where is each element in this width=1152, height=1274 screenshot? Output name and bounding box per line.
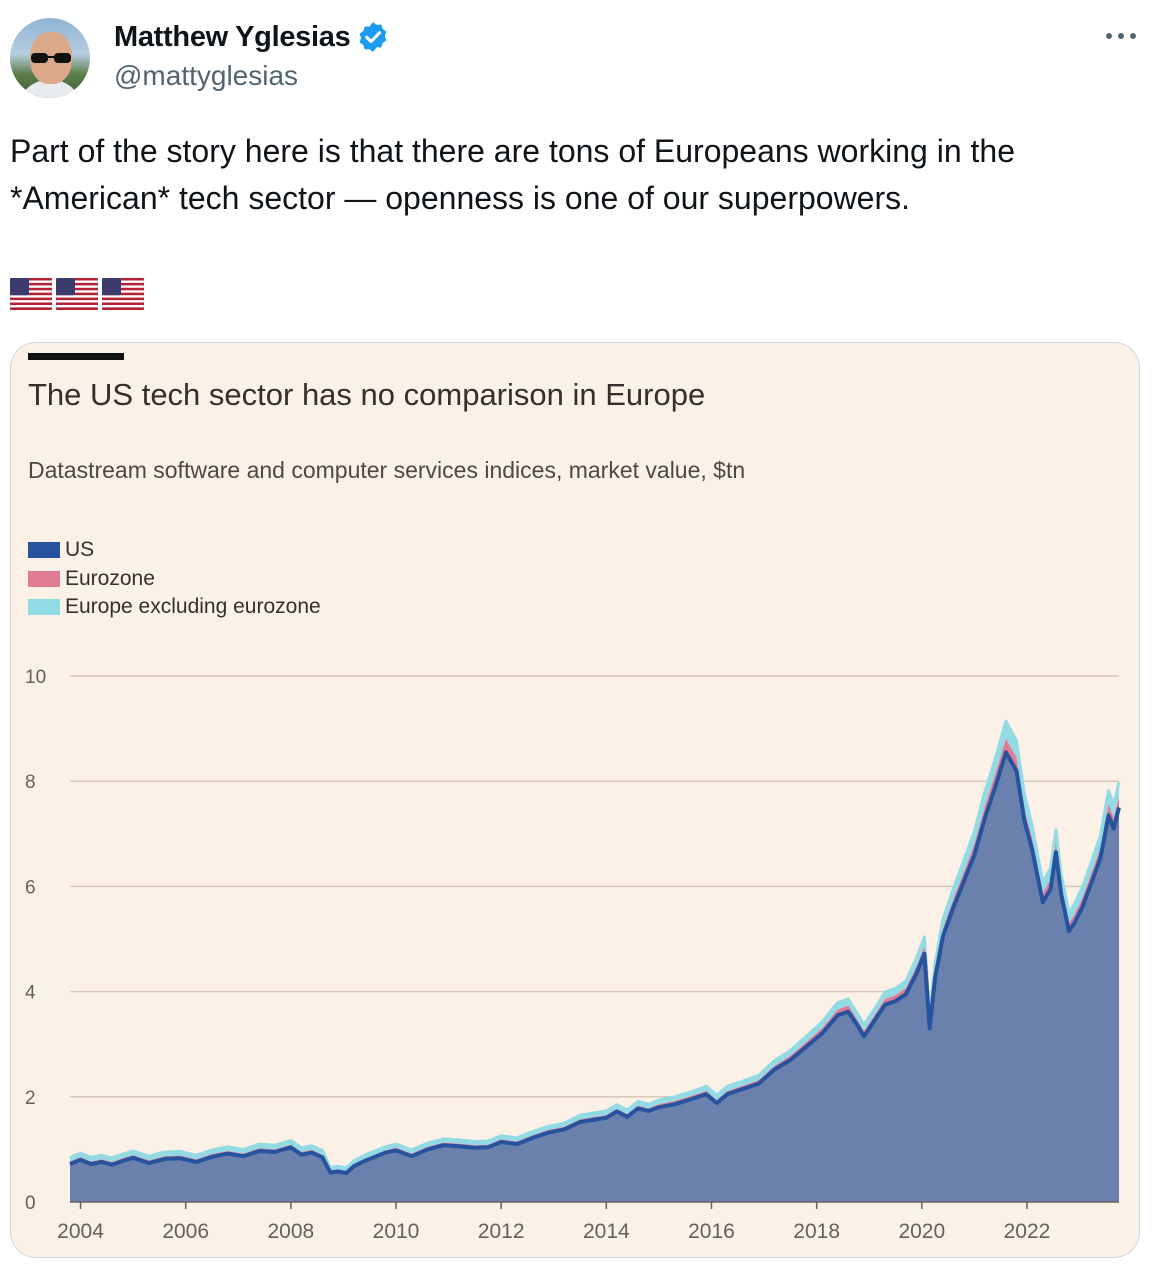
us-flag-emoji xyxy=(10,278,52,310)
legend-item-us: US xyxy=(28,536,321,565)
y-tick-label: 4 xyxy=(25,983,36,1004)
author-handle[interactable]: @mattyglesias xyxy=(114,60,299,91)
chart-subtitle: Datastream software and computer service… xyxy=(28,457,746,483)
legend-swatch-us xyxy=(28,542,60,559)
author-name-row[interactable]: Matthew Yglesias xyxy=(114,20,390,54)
y-tick-label: 2 xyxy=(25,1088,36,1109)
y-tick-label: 10 xyxy=(25,667,46,688)
x-tick-label: 2012 xyxy=(478,1220,525,1243)
avatar-shirt xyxy=(18,80,82,98)
author-name[interactable]: Matthew Yglesias xyxy=(114,20,351,53)
chart-legend: US Eurozone Europe excluding eurozone xyxy=(28,536,321,622)
legend-swatch-europe-ex-eurozone xyxy=(28,599,60,616)
x-tick-label: 2006 xyxy=(162,1220,209,1243)
x-tick-label: 2018 xyxy=(793,1220,840,1243)
tweet-text: Part of the story here is that there are… xyxy=(10,133,1015,216)
legend-swatch-eurozone xyxy=(28,570,60,587)
line-europe-ex-eurozone xyxy=(69,719,1121,1170)
x-tick-label: 2020 xyxy=(898,1220,945,1243)
us-flag-emoji xyxy=(56,278,98,310)
area-us xyxy=(70,752,1119,1202)
x-tick-label: 2004 xyxy=(57,1220,104,1243)
verified-badge-icon xyxy=(360,22,387,52)
us-flag-emoji xyxy=(102,278,144,310)
sunglasses-icon xyxy=(31,53,71,63)
more-icon[interactable] xyxy=(1104,24,1138,48)
y-tick-label: 6 xyxy=(25,877,36,898)
legend-item-europe-ex-eurozone: Europe excluding eurozone xyxy=(28,593,321,622)
x-tick-label: 2022 xyxy=(1004,1220,1051,1243)
x-tick-label: 2010 xyxy=(373,1220,420,1243)
ft-accent-bar xyxy=(28,353,124,360)
avatar[interactable] xyxy=(10,18,90,98)
line-us xyxy=(69,750,1121,1176)
chart-card[interactable]: The US tech sector has no comparison in … xyxy=(10,342,1140,1258)
legend-item-eurozone: Eurozone xyxy=(28,565,321,594)
y-tick-label: 8 xyxy=(25,772,36,793)
x-tick-label: 2014 xyxy=(583,1220,630,1243)
legend-label-us: US xyxy=(65,538,95,562)
y-tick-label: 0 xyxy=(25,1193,36,1214)
x-tick-label: 2016 xyxy=(688,1220,735,1243)
x-tick-label: 2008 xyxy=(267,1220,314,1243)
emoji-row xyxy=(10,278,144,310)
legend-label-eurozone: Eurozone xyxy=(65,566,155,590)
chart-plot: 0 2 4 6 8 10 2004 2006 2008 2010 2012 2014 2016 2018 2… xyxy=(25,667,1121,1243)
legend-label-europe-ex-eurozone: Europe excluding eurozone xyxy=(65,595,321,619)
chart-title: The US tech sector has no comparison in … xyxy=(28,377,706,412)
